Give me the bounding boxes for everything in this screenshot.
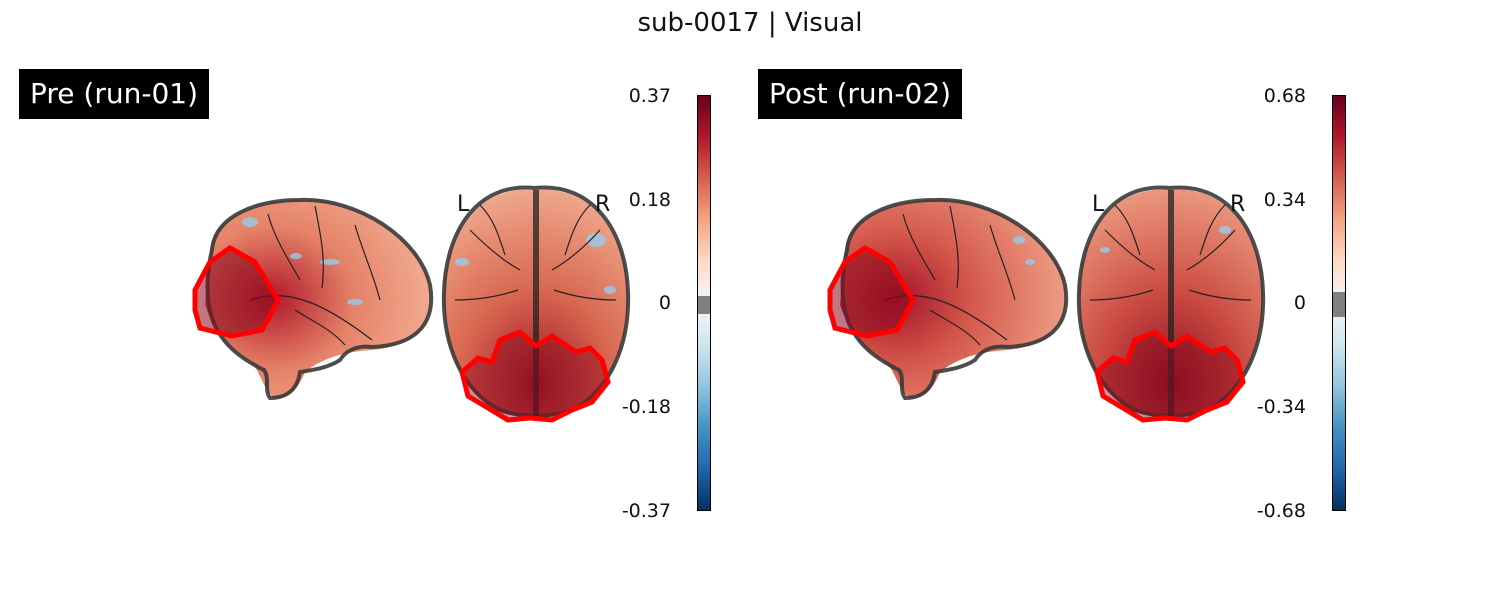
colorbar-threshold — [698, 296, 710, 314]
panel-label: Pre (run-01) — [19, 69, 209, 119]
sagittal-view — [827, 197, 1069, 401]
panel-label: Post (run-02) — [758, 69, 963, 119]
roi-outline — [459, 329, 611, 423]
colorbar-tick: 0.34 — [1263, 189, 1306, 211]
colorbar-threshold — [1333, 292, 1345, 317]
sagittal-brain-outline — [840, 197, 1069, 401]
colorbar-tick: -0.37 — [621, 500, 671, 522]
axial-view: L R — [1076, 185, 1266, 423]
figure-title: sub-0017 | Visual — [637, 8, 863, 38]
colorbar-gradient — [697, 95, 711, 511]
colorbar-tick: 0 — [1293, 292, 1306, 314]
colorbar-tick: 0.18 — [628, 189, 671, 211]
sagittal-view — [192, 197, 434, 401]
axial-view: L R — [441, 185, 631, 423]
hemisphere-label-right: R — [595, 192, 610, 217]
axial-sulci — [454, 204, 617, 301]
glass-brain-post: L R — [827, 185, 1266, 423]
colorbar-gradient — [1332, 95, 1346, 511]
hemisphere-label-right: R — [1230, 192, 1245, 217]
sagittal-blue-patches — [1013, 236, 1035, 265]
colorbar-tick: -0.68 — [1256, 500, 1306, 522]
colorbar-tick: -0.34 — [1256, 396, 1306, 418]
sagittal-blue-patches — [242, 217, 363, 305]
roi-outline — [1094, 329, 1246, 423]
colorbar-tick: 0 — [658, 292, 671, 314]
hemisphere-label-left: L — [457, 192, 470, 217]
hemisphere-label-left: L — [1092, 192, 1105, 217]
axial-sulci — [1089, 204, 1252, 301]
axial-blue-patches — [1100, 226, 1231, 253]
colorbar-tick: -0.18 — [621, 396, 671, 418]
colorbar-tick: 0.68 — [1263, 85, 1306, 107]
panel-pre: Pre (run-01) — [19, 69, 711, 522]
colorbar-tick: 0.37 — [628, 85, 671, 107]
roi-outline — [192, 245, 281, 339]
roi-outline — [827, 245, 916, 339]
glass-brain-pre: L R — [192, 185, 631, 423]
sagittal-brain-outline — [205, 197, 434, 401]
axial-blue-patches — [455, 233, 616, 294]
panel-post: Post (run-02) — [635, 0, 1385, 600]
